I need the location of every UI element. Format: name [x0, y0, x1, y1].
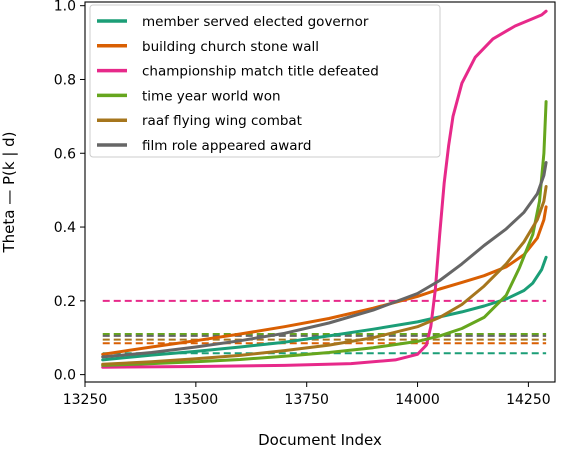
legend-label: raaf flying wing combat: [142, 113, 302, 129]
y-tick-label: 0.4: [54, 220, 76, 236]
series-line: [101, 161, 548, 359]
legend-label: championship match title defeated: [142, 64, 379, 80]
x-tick-label: 13250: [63, 392, 108, 408]
legend-label: film role appeared award: [142, 138, 311, 154]
x-axis-label: Document Index: [258, 431, 382, 449]
x-tick-label: 13500: [174, 392, 219, 408]
y-tick-label: 0.0: [54, 368, 76, 384]
legend-label: building church stone wall: [142, 39, 319, 55]
legend-label: time year world won: [142, 88, 281, 104]
y-tick-label: 0.6: [54, 146, 76, 162]
series-line: [101, 9, 548, 369]
series-line: [101, 185, 548, 366]
legend: member served elected governor building c…: [89, 4, 441, 158]
x-tick-label: 14250: [506, 392, 551, 408]
legend-label: member served elected governor: [142, 14, 369, 30]
y-tick-label: 0.8: [54, 72, 76, 88]
x-tick-label: 13750: [284, 392, 329, 408]
axes-frame: [84, 1, 556, 383]
y-axis-label: Theta — P(k | d): [0, 131, 18, 253]
y-axis: 0.0 0.2 0.4 0.6 0.8 1.0: [54, 0, 85, 384]
series-line: [101, 205, 548, 356]
plot-area: [101, 9, 548, 369]
legend-box: [89, 4, 441, 158]
x-axis: 13250 13500 13750 14000 14250: [63, 382, 551, 408]
y-tick-label: 0.2: [54, 294, 76, 310]
y-tick-label: 1.0: [54, 0, 76, 15]
x-tick-label: 14000: [395, 392, 440, 408]
series-line: [101, 255, 548, 362]
